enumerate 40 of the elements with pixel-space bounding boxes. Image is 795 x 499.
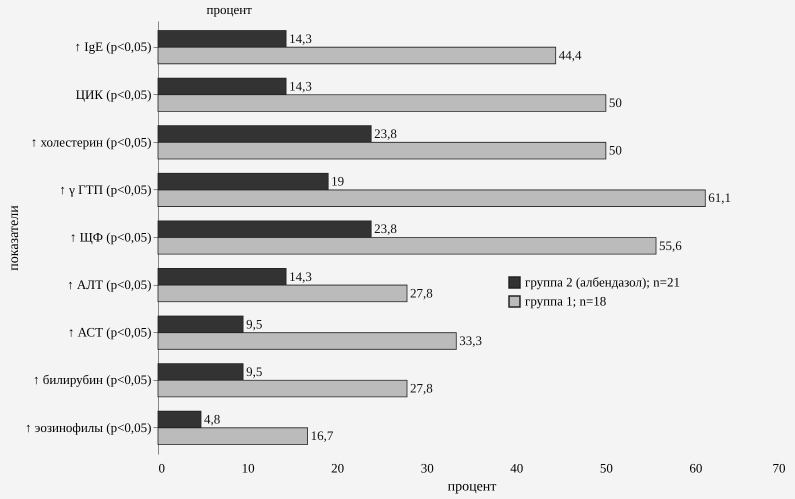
data-label: 50 bbox=[608, 142, 622, 158]
legend-label: группа 2 (албендазол); n=21 bbox=[525, 274, 680, 290]
data-label: 55,6 bbox=[659, 238, 682, 253]
data-label: 9,5 bbox=[246, 316, 262, 332]
y-tick-label: ↑ холестерин (p<0,05) bbox=[30, 134, 152, 150]
data-label: 4,8 bbox=[204, 412, 220, 427]
x-axis-title: процент bbox=[448, 480, 496, 494]
data-label: 44,4 bbox=[558, 47, 582, 62]
data-label: 9,5 bbox=[246, 364, 262, 379]
y-tick-label: ↑ билирубин (p<0,05) bbox=[33, 372, 152, 388]
text: процент bbox=[206, 2, 252, 17]
data-label: 50 bbox=[608, 95, 622, 110]
x-tick-label: 50 bbox=[600, 460, 613, 476]
data-label: 33,3 bbox=[459, 332, 482, 348]
data-label: 27,8 bbox=[410, 285, 433, 300]
data-label: 19 bbox=[331, 174, 344, 189]
data-label: 14,3 bbox=[289, 268, 312, 284]
data-label: 16,7 bbox=[310, 428, 334, 444]
y-tick-label: ↑ АСТ (p<0,05) bbox=[68, 324, 152, 340]
x-tick-label: 20 bbox=[331, 460, 344, 476]
x-tick-label: 60 bbox=[689, 460, 702, 476]
data-label: 14,3 bbox=[289, 78, 312, 94]
y-tick-label: ↑ ЩФ (p<0,05) bbox=[70, 230, 152, 244]
data-label: 23,8 bbox=[374, 221, 397, 236]
y-tick-label: ↑ АЛТ (p<0,05) bbox=[67, 277, 152, 292]
x-tick-label: 0 bbox=[158, 460, 165, 476]
legend-label: группа 1; n=18 bbox=[525, 294, 606, 308]
x-tick-label: 30 bbox=[420, 460, 434, 476]
x-tick-label: 40 bbox=[510, 460, 524, 476]
y-tick-label: ↑ γ ГТП (p<0,05) bbox=[59, 182, 152, 197]
data-label: 61,1 bbox=[708, 190, 732, 206]
data-label: 14,3 bbox=[289, 30, 312, 46]
x-tick-label: 70 bbox=[772, 460, 786, 476]
x-tick-label: 10 bbox=[242, 460, 255, 476]
y-axis-title: показатели bbox=[7, 204, 22, 271]
data-label: 23,8 bbox=[374, 126, 397, 142]
y-tick-label: ↑ эозинофилы (p<0,05) bbox=[25, 420, 152, 435]
y-tick-label: ЦИК (p<0,05) bbox=[76, 86, 152, 102]
y-tick-label: ↑ IgE (p<0,05) bbox=[74, 39, 152, 54]
data-label: 27,8 bbox=[410, 380, 433, 396]
